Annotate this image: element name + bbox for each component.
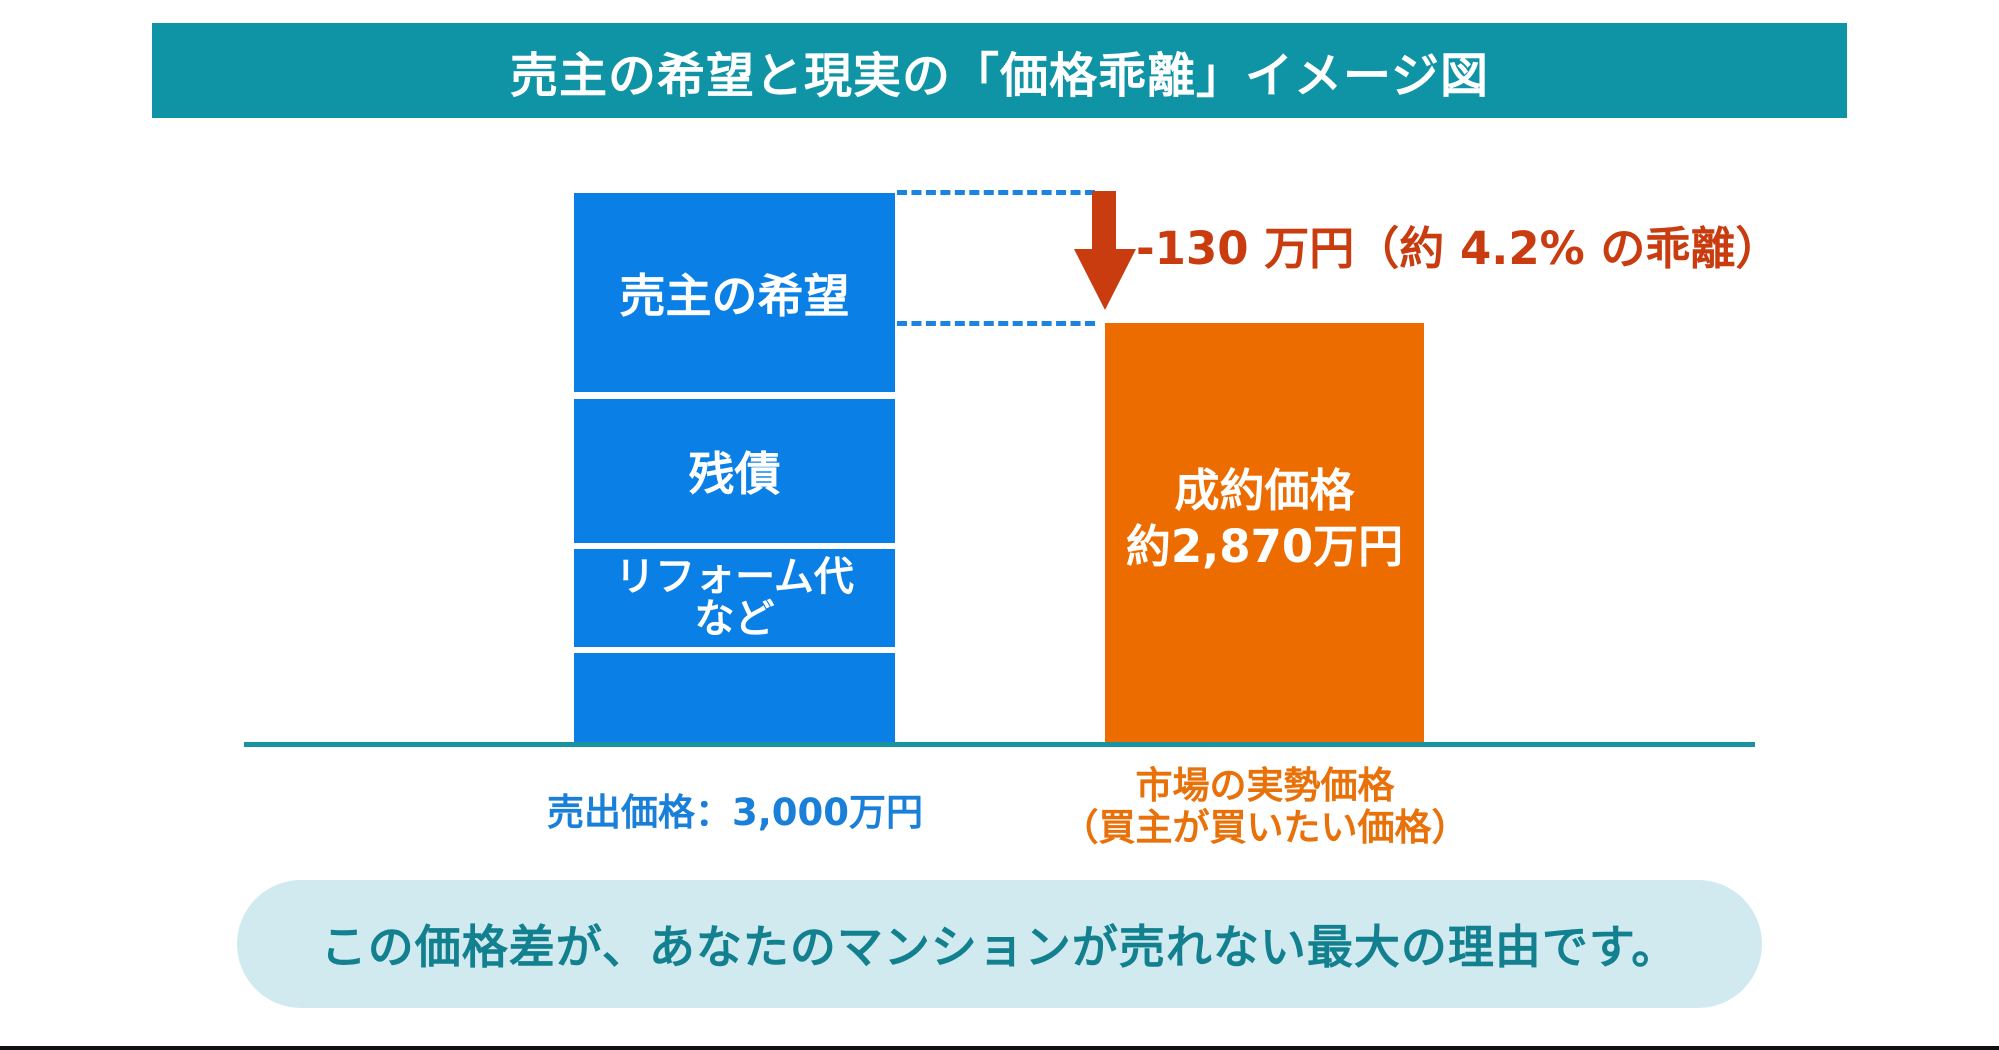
conclusion-banner: この価格差が、あなたのマンションが売れない最大の理由です。 bbox=[237, 880, 1762, 1008]
bar-label-line2: 約2,870万円 bbox=[1125, 519, 1404, 573]
caption-line2: （買主が買いたい価格） bbox=[1061, 806, 1469, 849]
segment-label: 売主の希望 bbox=[619, 268, 850, 323]
segment-renovation-cost: リフォーム代 など bbox=[574, 549, 895, 647]
bar-label-line1: 成約価格 bbox=[1174, 463, 1355, 517]
dashed-guide-bottom bbox=[897, 321, 1095, 326]
segment-label-line2: など bbox=[694, 596, 775, 642]
chart-baseline bbox=[244, 742, 1755, 747]
page-title: 売主の希望と現実の「価格乖離」イメージ図 bbox=[509, 47, 1490, 104]
segment-label: 残債 bbox=[688, 447, 781, 501]
price-gap-label: -130 万円（約 4.2% の乖離） bbox=[1136, 222, 1781, 275]
caption-line1: 市場の実勢価格 bbox=[1135, 764, 1395, 807]
arrow-down-icon bbox=[1074, 191, 1136, 310]
contract-price-bar: 成約価格 約2,870万円 bbox=[1105, 323, 1424, 744]
conclusion-text: この価格差が、あなたのマンションが売れない最大の理由です。 bbox=[320, 920, 1679, 974]
list-price-caption: 売出価格：3,000万円 bbox=[546, 791, 924, 834]
segment-remaining-debt: 残債 bbox=[574, 399, 895, 543]
segment-seller-hope: 売主の希望 bbox=[574, 193, 895, 392]
market-price-caption: 市場の実勢価格 （買主が買いたい価格） bbox=[1040, 765, 1490, 849]
bottom-divider bbox=[0, 1046, 1999, 1050]
segment-base bbox=[574, 653, 895, 744]
segment-label-line1: リフォーム代 bbox=[615, 554, 854, 600]
title-banner: 売主の希望と現実の「価格乖離」イメージ図 bbox=[152, 23, 1847, 118]
dashed-guide-top bbox=[897, 190, 1095, 195]
